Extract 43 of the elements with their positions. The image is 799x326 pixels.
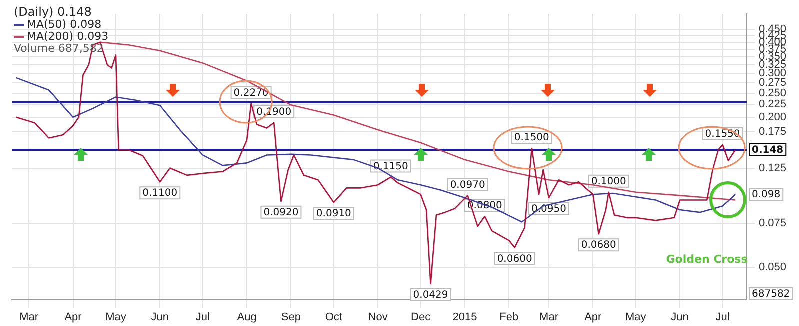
annotation: 0.2270 [234, 88, 269, 99]
y-tick-label: 0.225 [759, 98, 787, 111]
x-tick-label: May [626, 312, 647, 324]
x-tick-label: 2015 [452, 312, 478, 324]
annotation: 0.1000 [591, 176, 626, 188]
text: 687582 [752, 289, 790, 300]
y-tick-label: 0.275 [759, 76, 787, 89]
annotation: 0.0910 [316, 208, 352, 220]
annotation: 0.1100 [142, 188, 178, 200]
annotation: 0.098 [752, 190, 781, 201]
x-tick-label: Dec [411, 312, 432, 324]
x-tick-label: Apr [64, 312, 82, 324]
y-tick-label: 0.250 [759, 87, 787, 100]
annotation: 0.1500 [514, 132, 550, 144]
chart-title: (Daily) 0.148 [14, 5, 93, 19]
legend-label: MA(50) 0.098 [27, 18, 102, 31]
legend-label: MA(200) 0.093 [27, 30, 109, 43]
annotation: 0.0970 [450, 180, 486, 191]
annotation: 0.0429 [413, 290, 448, 302]
x-tick-label: Mar [540, 312, 559, 324]
x-tick-label: Sep [281, 312, 301, 324]
x-tick-label: Jun [671, 312, 689, 324]
x-tick-label: Oct [325, 312, 342, 324]
y-tick-label: 0.050 [759, 261, 787, 274]
x-tick-label: Feb [500, 312, 519, 324]
x-tick-label: Nov [368, 312, 388, 324]
annotation: 0.0680 [581, 240, 616, 252]
ref-line-label: 0.148 [752, 145, 784, 156]
annotation: 0.0600 [497, 254, 532, 265]
y-tick-label: 0.200 [759, 111, 787, 124]
x-tick-label: Jul [196, 312, 210, 324]
x-tick-label: Apr [584, 312, 602, 324]
x-tick-label: Jun [151, 312, 170, 324]
x-tick-label: May [106, 312, 127, 324]
y-tick-label: 0.125 [759, 162, 787, 174]
y-tick-label: 0.075 [759, 218, 787, 230]
annotation: Golden Cross [666, 252, 748, 266]
annotation: 0.0920 [264, 208, 299, 219]
x-tick-label: Mar [20, 312, 39, 324]
x-tick-label: Aug [237, 312, 257, 324]
annotation: 0.1150 [373, 161, 408, 172]
x-tick-label: Jul [716, 312, 730, 324]
y-tick-label: 0.175 [759, 126, 787, 138]
